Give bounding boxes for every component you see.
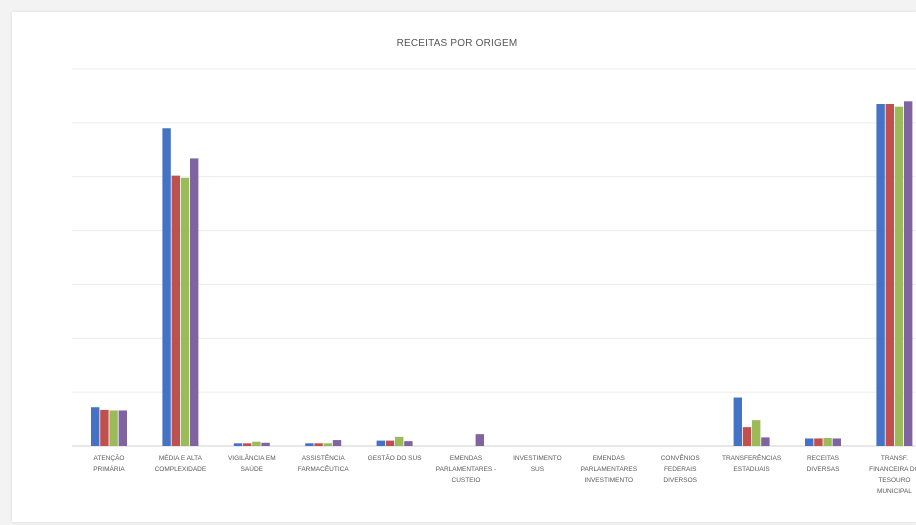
- bar: [742, 427, 752, 446]
- bar: [314, 443, 323, 446]
- x-tick-label: ASSISTÊNCIA FARMACÊUTICA: [298, 453, 350, 473]
- bar: [395, 436, 404, 446]
- bar: [305, 443, 314, 446]
- bar: [814, 438, 823, 446]
- x-tick-label: CONVÊNIOS FEDERAIS DIVERSOS: [661, 453, 701, 484]
- x-tick-label: TRANSF. FINANCEIRA DO TESOURO MUNICIPAL: [869, 455, 916, 495]
- bar: [823, 437, 832, 446]
- bar: [109, 410, 118, 446]
- bars: [91, 101, 913, 447]
- x-tick-label: TRANSFERÊNCIAS ESTADUAIS: [722, 453, 782, 473]
- gridlines: [72, 68, 916, 447]
- x-tick-label: MÉDIA E ALTA COMPLEXIDADE: [155, 453, 207, 473]
- x-tick-label: INVESTIMENTO SUS: [513, 455, 562, 473]
- x-tick-label: ATENÇÃO PRIMÁRIA: [93, 453, 125, 473]
- x-tick-label: GESTÃO DO SUS: [368, 453, 422, 462]
- bar: [261, 442, 270, 446]
- bar: [376, 440, 385, 446]
- bar: [385, 440, 395, 446]
- bar: [885, 104, 894, 446]
- bar: [162, 128, 171, 446]
- bar: [894, 106, 904, 446]
- bar: [243, 443, 252, 446]
- bar: [805, 438, 814, 446]
- x-tick-label: EMENDAS PARLAMENTARES INVESTIMENTO: [581, 455, 638, 484]
- bar: [332, 440, 342, 446]
- bar: [100, 409, 109, 446]
- bar: [252, 441, 261, 446]
- bar-chart: ATENÇÃO PRIMÁRIA MÉDIA E ALTA COMPLEXIDADE V…: [72, 68, 916, 495]
- bar: [761, 437, 770, 446]
- bar: [233, 443, 243, 446]
- bar: [733, 397, 742, 446]
- chart-title: RECEITAS POR ORIGEM: [396, 38, 518, 49]
- bar: [475, 434, 484, 446]
- bar: [404, 441, 413, 446]
- bar: [904, 101, 913, 447]
- bar: [91, 407, 100, 446]
- bar: [118, 410, 127, 446]
- x-tick-label: VIGILÂNCIA EM SAÚDE: [228, 453, 276, 473]
- bar: [180, 177, 190, 446]
- category-labels: ATENÇÃO PRIMÁRIA MÉDIA E ALTA COMPLEXIDADE V…: [93, 453, 916, 495]
- bar: [190, 158, 199, 446]
- bar: [323, 443, 332, 446]
- x-tick-label: RECEITAS DIVERSAS: [807, 455, 841, 473]
- chart-card: RECEITAS POR ORIGEM ATENÇÃO PRIMÁRIA MÉDIA…: [12, 12, 916, 522]
- bar: [832, 438, 841, 446]
- bar: [171, 175, 180, 446]
- bar: [752, 420, 761, 446]
- x-tick-label: EMENDAS PARLAMENTARES -CUSTEIO: [436, 455, 496, 484]
- bar: [876, 104, 885, 446]
